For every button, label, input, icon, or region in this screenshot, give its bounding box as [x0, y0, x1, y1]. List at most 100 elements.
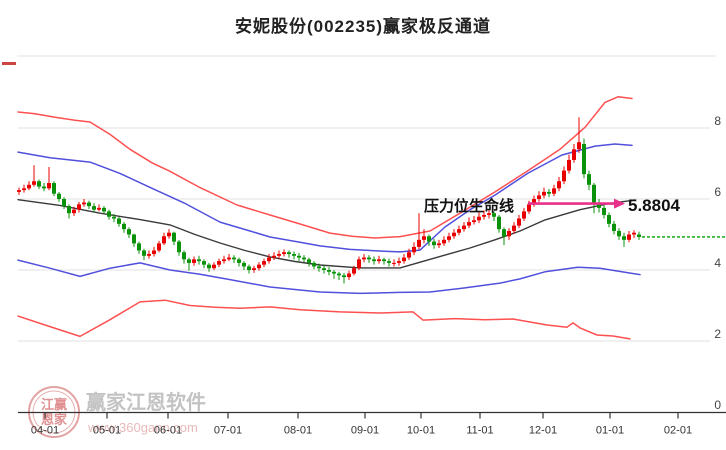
candle-body	[612, 223, 616, 231]
candle-body	[197, 259, 201, 262]
candle-body	[377, 259, 381, 262]
candle-body	[137, 243, 141, 251]
y-axis-label-6: 6	[714, 185, 721, 199]
candle-body	[617, 230, 621, 237]
candle-body	[462, 225, 466, 230]
candle-body	[57, 193, 61, 199]
candle-body	[82, 202, 86, 205]
candle-body	[152, 250, 156, 255]
candle-body	[62, 199, 66, 207]
candle-body	[367, 257, 371, 260]
candle-body	[427, 236, 431, 242]
grid-layer	[17, 55, 716, 342]
x-axis-label-10-01: 10-01	[407, 425, 435, 437]
candle-body	[387, 261, 391, 263]
candle-body	[317, 266, 321, 269]
candle-body	[587, 174, 591, 185]
candle-body	[52, 183, 56, 194]
candle-body	[27, 184, 31, 189]
candle-body	[417, 239, 421, 247]
candle-body	[172, 232, 176, 242]
x-axis-label-07-01: 07-01	[214, 425, 242, 437]
candle-body	[552, 188, 556, 194]
candle-body	[32, 181, 36, 185]
y-axis-label-0: 0	[714, 398, 721, 412]
candle-body	[307, 259, 311, 263]
candle-body	[117, 218, 121, 224]
candle-body	[342, 275, 346, 278]
candle-body	[277, 254, 281, 256]
candle-body	[22, 188, 26, 191]
candle-body	[102, 207, 106, 212]
candle-body	[37, 181, 41, 187]
candle-body	[262, 261, 266, 265]
candle-body	[212, 264, 216, 269]
candle-body	[407, 252, 411, 258]
pressure-label: 压力位生命线	[424, 197, 514, 215]
candle-body	[42, 186, 46, 189]
candle-body	[162, 236, 166, 244]
candle-body	[202, 261, 206, 265]
x-axis-label-05-01: 05-01	[93, 425, 121, 437]
candle-body	[222, 259, 226, 262]
watermark: 江赢 恩家 赢家江恩软件 www.360gann.com	[28, 386, 206, 438]
candle-body	[272, 255, 276, 258]
candle-body	[597, 202, 601, 208]
candle-body	[237, 259, 241, 263]
candle-body	[592, 184, 596, 203]
candle-body	[467, 222, 471, 226]
candle-body	[112, 216, 116, 219]
pressure-annotation: 压力位生命线 5.8804	[424, 196, 681, 215]
candles-layer	[17, 117, 641, 284]
x-axis-label-09-01: 09-01	[351, 425, 379, 437]
candle-body	[562, 170, 566, 182]
candle-body	[622, 236, 626, 240]
candle-body	[132, 234, 136, 244]
candle-body	[457, 229, 461, 233]
candle-body	[412, 246, 416, 253]
candle-body	[602, 207, 606, 215]
candle-body	[397, 261, 401, 263]
candle-body	[87, 202, 91, 207]
candle-body	[447, 236, 451, 240]
candle-body	[122, 223, 126, 230]
candle-body	[582, 143, 586, 175]
lifeline-black-line	[17, 198, 636, 269]
candle-body	[77, 204, 81, 210]
candle-body	[167, 232, 171, 237]
candle-body	[362, 257, 366, 260]
candle-body	[347, 273, 351, 278]
candle-body	[372, 259, 376, 262]
candle-body	[227, 257, 231, 260]
candle-body	[232, 257, 236, 260]
lower-extreme-red-line	[17, 299, 631, 340]
candle-body	[542, 191, 546, 196]
candle-body	[17, 190, 21, 192]
pressure-arrow-head	[614, 198, 625, 209]
left-edge-red-dash	[2, 62, 16, 65]
candle-body	[492, 213, 496, 217]
candle-body	[437, 243, 441, 246]
page-title: 安妮股份(002235)赢家极反通道	[234, 17, 492, 36]
candle-body	[532, 199, 536, 205]
candle-body	[242, 262, 246, 267]
candle-body	[142, 250, 146, 256]
candle-body	[177, 241, 181, 253]
candle-body	[487, 213, 491, 215]
candle-body	[147, 254, 151, 256]
watermark-brand-text: 赢家江恩软件	[86, 390, 206, 414]
candle-body	[47, 183, 51, 189]
candle-body	[637, 234, 641, 237]
candle-body	[497, 216, 501, 230]
candle-body	[452, 232, 456, 237]
candle-body	[517, 218, 521, 226]
candle-body	[547, 191, 551, 194]
candle-body	[267, 257, 271, 262]
candle-body	[297, 255, 301, 258]
candle-body	[557, 181, 561, 189]
x-axis-label-11-01: 11-01	[466, 425, 493, 437]
y-axis-label-4: 4	[714, 256, 721, 270]
candle-body	[207, 264, 211, 269]
candle-body	[402, 257, 406, 262]
